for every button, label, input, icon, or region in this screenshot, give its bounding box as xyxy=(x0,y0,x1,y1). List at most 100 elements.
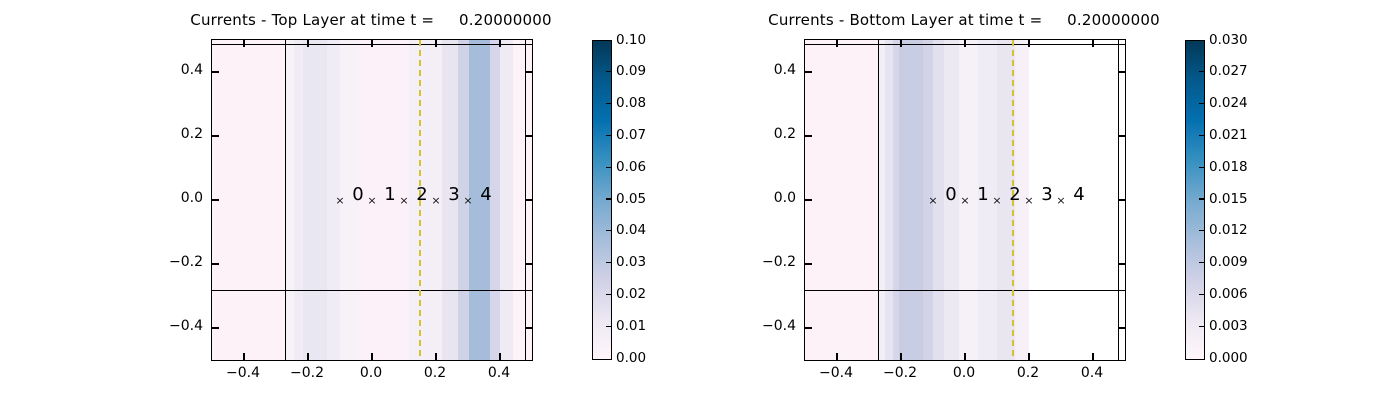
gauge-number-label: 1 xyxy=(977,184,989,205)
gauge-marker-icon: × xyxy=(960,194,970,207)
colorbar-tick-mark xyxy=(1199,134,1204,137)
x-tick-label: −0.4 xyxy=(226,365,260,381)
field-band xyxy=(997,40,1015,360)
y-tick-mark xyxy=(525,263,532,265)
field-band xyxy=(1014,40,1029,360)
patch-boundary-vline xyxy=(877,40,880,360)
colorbar-tick-label: 0.000 xyxy=(1209,349,1248,366)
y-tick-label: −0.4 xyxy=(762,318,796,334)
y-tick-label: 0.4 xyxy=(773,62,796,78)
colorbar-tick-mark xyxy=(1199,261,1204,264)
x-tick-label: 0.4 xyxy=(487,365,511,381)
gauge-marker-icon: × xyxy=(399,194,409,207)
colorbar-tick-mark xyxy=(1199,166,1204,168)
field-band xyxy=(933,40,945,360)
field-band xyxy=(1029,40,1125,360)
gauge-number-label: 3 xyxy=(1041,184,1053,205)
y-tick-mark xyxy=(805,199,812,201)
y-tick-mark xyxy=(805,327,812,329)
colorbar-tick-label: 0.06 xyxy=(616,158,647,175)
x-tick-label: 0.4 xyxy=(1080,365,1104,381)
colorbar-tick-mark xyxy=(1199,71,1204,73)
colorbar-tick-label: 0.05 xyxy=(616,190,647,207)
colorbar-tick-label: 0.08 xyxy=(616,95,647,112)
colorbar-tick-label: 0.01 xyxy=(616,317,647,334)
plot-title-top-layer: Currents - Top Layer at time t = 0.20000… xyxy=(190,11,552,29)
field-band xyxy=(893,40,900,360)
field-band xyxy=(284,40,294,360)
colorbar-tick-label: 0.02 xyxy=(616,285,647,302)
y-tick-mark xyxy=(805,71,812,73)
y-tick-mark xyxy=(212,71,219,73)
x-tick-mark xyxy=(435,353,437,360)
field-band xyxy=(512,40,532,360)
transect-dashed-line xyxy=(1012,40,1014,360)
plot-title-bottom-layer: Currents - Bottom Layer at time t = 0.20… xyxy=(768,11,1160,29)
colorbar xyxy=(1185,40,1205,360)
x-tick-mark xyxy=(243,353,245,360)
gauge-number-label: 0 xyxy=(945,184,957,205)
colorbar-tick-mark xyxy=(606,166,611,168)
x-tick-mark xyxy=(836,353,838,360)
x-tick-mark xyxy=(1092,353,1094,360)
field-band xyxy=(500,40,513,360)
colorbar-tick-mark xyxy=(1199,198,1204,200)
y-tick-mark xyxy=(212,263,219,265)
y-tick-mark xyxy=(1118,199,1125,201)
field-band xyxy=(977,40,997,360)
field-band xyxy=(489,40,500,360)
colorbar xyxy=(592,40,612,360)
colorbar-tick-label: 0.018 xyxy=(1209,158,1248,175)
y-tick-label: −0.2 xyxy=(762,254,796,270)
field-band xyxy=(408,40,443,360)
field-band xyxy=(458,40,469,360)
y-tick-mark xyxy=(805,135,812,137)
transect-dashed-line xyxy=(419,40,421,360)
y-tick-label: 0.0 xyxy=(773,190,796,206)
field-band xyxy=(923,40,933,360)
colorbar-tick-mark xyxy=(606,102,611,105)
gauge-marker-icon: × xyxy=(431,194,441,207)
colorbar-tick-label: 0.03 xyxy=(616,254,647,271)
y-tick-mark xyxy=(525,135,532,137)
x-tick-label: 0.2 xyxy=(1016,365,1040,381)
gauge-marker-icon: × xyxy=(335,194,345,207)
patch-boundary-vline xyxy=(284,40,287,360)
x-tick-label: −0.2 xyxy=(883,365,917,381)
x-tick-mark xyxy=(499,40,501,47)
gauge-marker-icon: × xyxy=(463,194,473,207)
y-tick-mark xyxy=(525,199,532,201)
y-tick-mark xyxy=(212,327,219,329)
y-tick-label: 0.2 xyxy=(180,126,203,142)
colorbar-tick-label: 0.00 xyxy=(616,349,647,366)
x-tick-mark xyxy=(307,353,309,360)
gauge-number-label: 4 xyxy=(480,184,492,205)
colorbar-tick-label: 0.10 xyxy=(616,31,647,48)
gauge-marker-icon: × xyxy=(1024,194,1034,207)
plot-axes: × 0 × 1 × 2 × 3 × 4 xyxy=(211,39,533,361)
plot-axes: × 0 × 1 × 2 × 3 × 4 xyxy=(804,39,1126,361)
colorbar-tick-mark xyxy=(1199,293,1204,296)
x-tick-mark xyxy=(900,353,902,360)
colorbar-tick-mark xyxy=(1199,230,1204,232)
field-band xyxy=(885,40,893,360)
y-tick-mark xyxy=(1118,71,1125,73)
colorbar-tick-label: 0.07 xyxy=(616,126,647,143)
colorbar-tick-mark xyxy=(606,230,611,232)
field-band xyxy=(303,40,328,360)
y-tick-label: 0.4 xyxy=(180,62,203,78)
x-tick-label: 0.0 xyxy=(359,365,383,381)
y-tick-mark xyxy=(1118,135,1125,137)
x-tick-label: 0.0 xyxy=(952,365,976,381)
colorbar-tick-mark xyxy=(606,198,611,200)
x-tick-label: 0.2 xyxy=(423,365,447,381)
colorbar-tick-mark xyxy=(1199,325,1204,327)
patch-boundary-hline xyxy=(805,289,1125,292)
gauge-marker-icon: × xyxy=(992,194,1002,207)
x-tick-mark xyxy=(836,40,838,47)
x-tick-mark xyxy=(371,353,373,360)
x-tick-label: −0.2 xyxy=(290,365,324,381)
colorbar-tick-label: 0.030 xyxy=(1209,31,1248,48)
x-tick-mark xyxy=(1028,40,1030,47)
